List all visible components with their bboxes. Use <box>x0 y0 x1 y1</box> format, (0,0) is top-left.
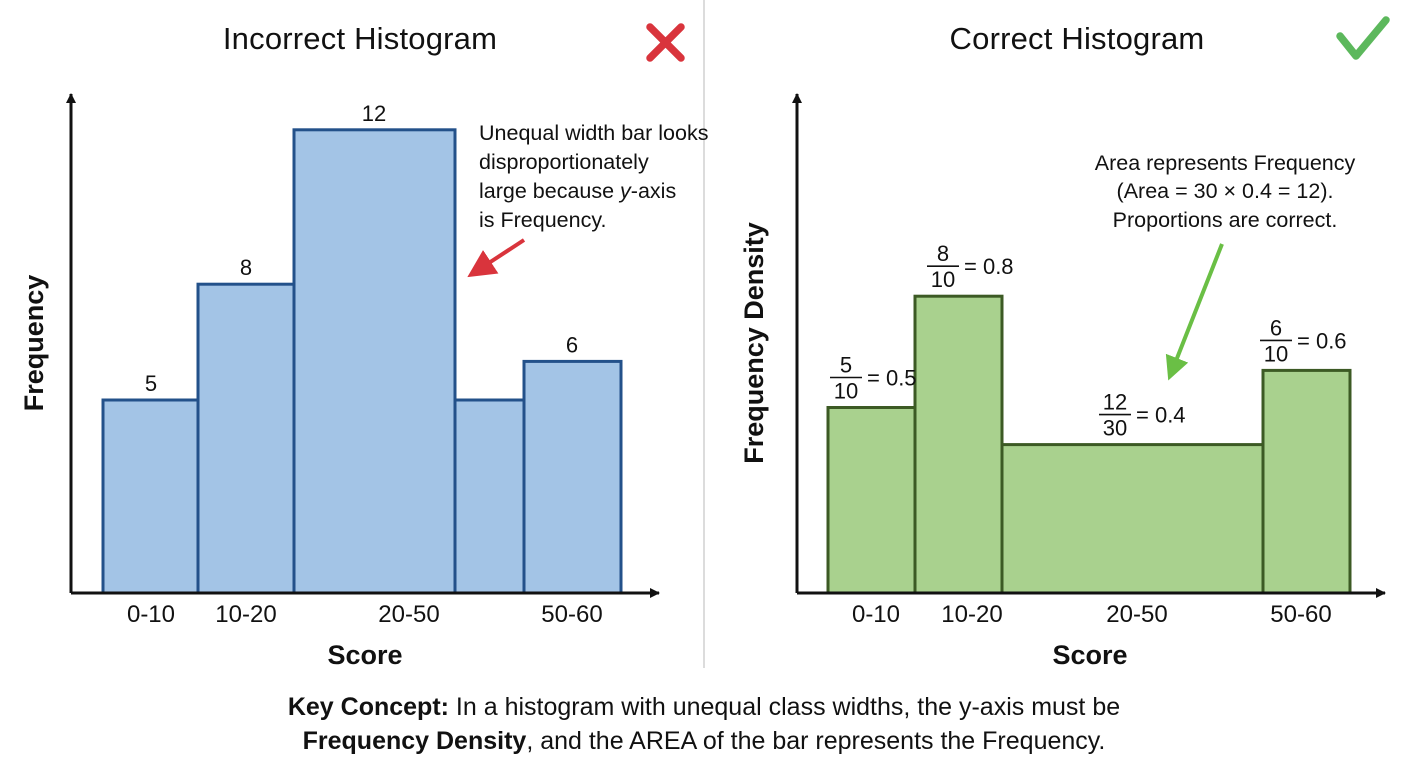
fraction-denominator: 30 <box>1103 416 1127 441</box>
x-tick-0-10: 0-10 <box>852 601 900 628</box>
incorrect-histogram-data-labels: 5 8 12 6 <box>145 101 578 396</box>
x-tick-50-60: 50-60 <box>541 601 602 628</box>
bar-20-50-shelf <box>453 398 526 595</box>
incorrect-x-tick-labels: 0-10 10-20 20-50 50-60 <box>127 601 603 628</box>
key-concept-text-1: In a histogram with unequal class widths… <box>448 693 1121 721</box>
key-concept-lead: Key Concept: <box>287 693 449 721</box>
x-tick-10-20: 10-20 <box>941 601 1002 628</box>
data-label-0-10: 5 <box>145 371 157 396</box>
data-label-0-10: 510 = 0.5 <box>830 353 917 404</box>
correct-annotation: Area represents Frequency (Area = 30 × 0… <box>1095 151 1356 381</box>
incorrect-histogram-title: Incorrect Histogram <box>223 21 497 56</box>
bar-50-60 <box>1261 368 1352 595</box>
fraction-result: = 0.5 <box>867 366 917 391</box>
correct-annotation-line-3: Proportions are correct. <box>1113 208 1338 232</box>
fraction-numerator: 12 <box>1103 390 1127 415</box>
checkmark-icon <box>1336 16 1390 60</box>
data-label-20-50: 12 <box>362 101 386 126</box>
correct-y-axis-title: Frequency Density <box>739 222 769 464</box>
incorrect-histogram-bars <box>101 128 623 595</box>
correct-histogram-title: Correct Histogram <box>950 21 1205 56</box>
data-label-10-20: 8 <box>240 255 252 280</box>
fraction-numerator: 5 <box>840 353 852 378</box>
fraction-denominator: 10 <box>931 267 955 292</box>
incorrect-x-axis-title: Score <box>327 640 402 670</box>
incorrect-annotation: Unequal width bar looks disproportionate… <box>467 121 708 278</box>
fraction-result: = 0.6 <box>1297 328 1347 353</box>
bar-20-50 <box>292 128 457 595</box>
bar-0-10 <box>826 406 917 595</box>
correct-x-tick-labels: 0-10 10-20 20-50 50-60 <box>852 601 1332 628</box>
key-concept-text-2: , and the AREA of the bar represents the… <box>526 727 1106 755</box>
bar-20-50 <box>1000 443 1265 595</box>
correct-annotation-arrow <box>1165 243 1224 381</box>
incorrect-annotation-line-1: Unequal width bar looks <box>479 121 708 145</box>
correct-annotation-line-1: Area represents Frequency <box>1095 151 1356 175</box>
correct-x-axis-title: Score <box>1052 640 1127 670</box>
key-concept-line-1: Key Concept: In a histogram with unequal… <box>0 690 1408 724</box>
data-label-10-20: 810 = 0.8 <box>927 241 1014 292</box>
data-label-50-60: 610 = 0.6 <box>1260 315 1347 366</box>
x-tick-20-50: 20-50 <box>378 601 439 628</box>
correct-annotation-line-2: (Area = 30 × 0.4 = 12). <box>1117 179 1334 203</box>
x-tick-0-10: 0-10 <box>127 601 175 628</box>
bar-10-20 <box>913 294 1004 595</box>
bar-10-20 <box>196 282 296 595</box>
incorrect-annotation-line-4: is Frequency. <box>479 208 606 232</box>
fraction-result: = 0.4 <box>1136 403 1186 428</box>
incorrect-annotation-line-2: disproportionately <box>479 150 649 174</box>
data-label-50-60: 6 <box>566 332 578 357</box>
key-concept-bold-term: Frequency Density <box>302 727 527 755</box>
bar-0-10 <box>101 398 200 595</box>
cross-icon <box>646 23 685 62</box>
incorrect-y-axis-title: Frequency <box>19 275 49 412</box>
fraction-numerator: 6 <box>1270 315 1282 340</box>
key-concept-caption: Key Concept: In a histogram with unequal… <box>0 690 1408 758</box>
fraction-denominator: 10 <box>834 379 858 404</box>
fraction-numerator: 8 <box>937 241 949 266</box>
bar-50-60 <box>522 359 623 595</box>
fraction-denominator: 10 <box>1264 341 1288 366</box>
x-tick-50-60: 50-60 <box>1270 601 1331 628</box>
x-tick-20-50: 20-50 <box>1106 601 1167 628</box>
x-tick-10-20: 10-20 <box>215 601 276 628</box>
incorrect-annotation-line-3: large because y-axis <box>479 179 676 203</box>
incorrect-histogram-panel: Incorrect Histogram 5 8 12 6 0-10 10-20 20-50… <box>19 21 708 670</box>
incorrect-annotation-arrow <box>467 238 526 278</box>
key-concept-line-2: Frequency Density, and the AREA of the b… <box>0 724 1408 758</box>
fraction-result: = 0.8 <box>964 254 1014 279</box>
